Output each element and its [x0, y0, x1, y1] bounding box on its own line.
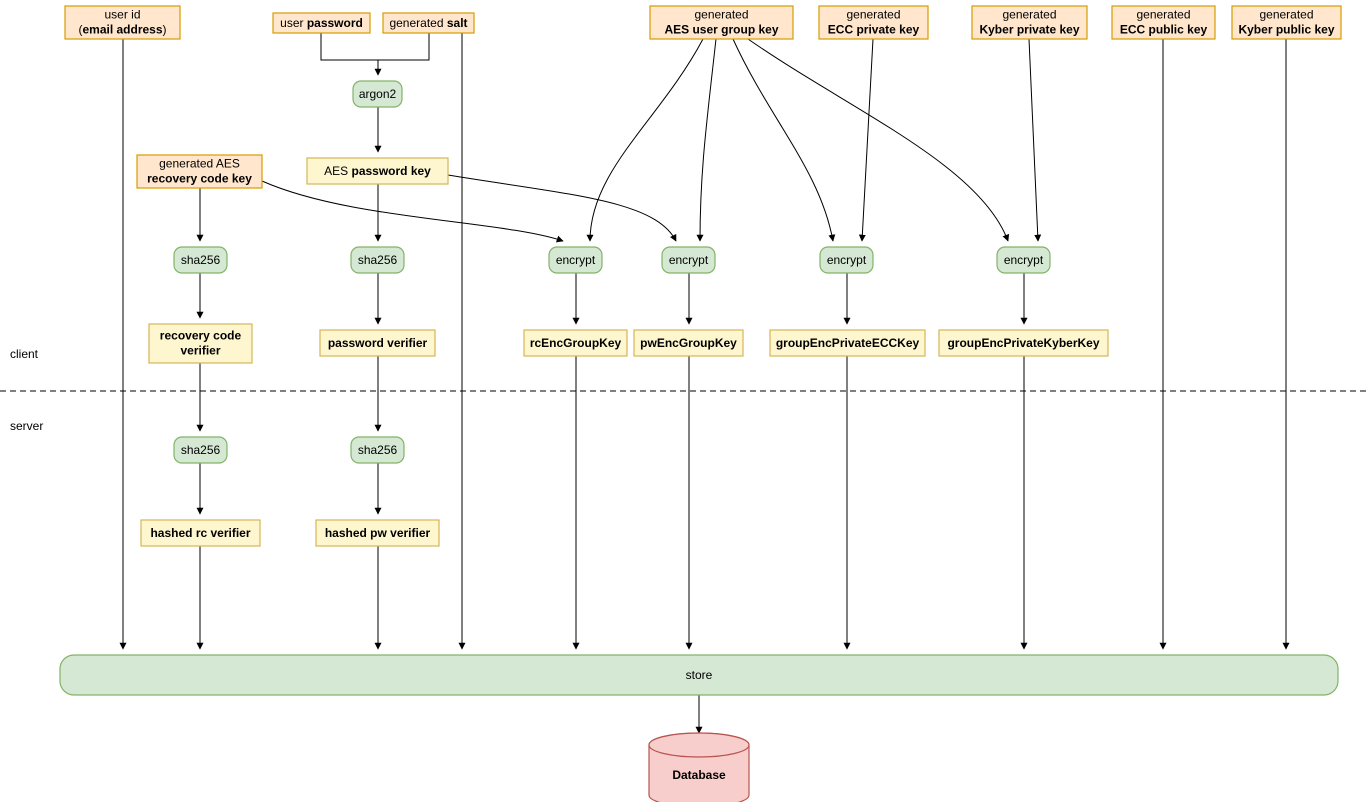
svg-text:password verifier: password verifier	[328, 336, 428, 350]
node-groupECC: groupEncPrivateECCKey	[770, 330, 925, 356]
edge-salt-argon2	[378, 33, 429, 75]
node-recovery_key: generated AESrecovery code key	[137, 155, 262, 188]
node-sha_srv_pw: sha256	[351, 437, 404, 463]
svg-text:generated: generated	[694, 8, 748, 22]
node-hashed_pw: hashed pw verifier	[316, 520, 439, 546]
svg-text:sha256: sha256	[181, 253, 221, 267]
node-sha_client_rc: sha256	[174, 247, 227, 273]
edge-user_group-encrypt2	[700, 39, 716, 241]
svg-text:hashed pw verifier: hashed pw verifier	[325, 526, 431, 540]
node-encrypt4: encrypt	[997, 247, 1050, 273]
svg-text:store: store	[686, 668, 713, 682]
svg-text:Kyber private key: Kyber private key	[979, 23, 1079, 37]
node-encrypt3: encrypt	[820, 247, 873, 273]
node-database: Database	[649, 733, 749, 802]
node-store: store	[60, 655, 1338, 695]
edge-aes_pw_key-encrypt2	[448, 175, 676, 241]
svg-text:generated: generated	[1259, 8, 1313, 22]
svg-text:encrypt: encrypt	[556, 253, 596, 267]
svg-text:recovery code: recovery code	[160, 329, 242, 343]
svg-text:AES user group key: AES user group key	[664, 23, 778, 37]
svg-text:argon2: argon2	[359, 87, 397, 101]
node-rc_verifier: recovery codeverifier	[149, 324, 252, 363]
svg-text:sha256: sha256	[358, 253, 398, 267]
edge-ecc_priv-encrypt3	[862, 39, 873, 241]
svg-text:server: server	[10, 419, 43, 433]
node-pwEncGroupKey: pwEncGroupKey	[634, 330, 743, 356]
node-kyber_pub: generatedKyber public key	[1232, 6, 1341, 39]
svg-text:user id: user id	[104, 8, 140, 22]
svg-text:generated AES: generated AES	[159, 157, 240, 171]
svg-text:encrypt: encrypt	[1004, 253, 1044, 267]
edge-kyber_priv-encrypt4	[1029, 39, 1038, 241]
svg-text:(email address): (email address)	[78, 23, 166, 37]
node-rcEncGroupKey: rcEncGroupKey	[524, 330, 627, 356]
svg-text:AES password key: AES password key	[324, 164, 431, 178]
node-hashed_rc: hashed rc verifier	[141, 520, 260, 546]
svg-text:sha256: sha256	[181, 443, 221, 457]
svg-text:ECC public key: ECC public key	[1120, 23, 1208, 37]
edge-user_group-encrypt4	[748, 39, 1008, 241]
svg-text:verifier: verifier	[180, 344, 220, 358]
node-encrypt2: encrypt	[662, 247, 715, 273]
svg-text:generated salt: generated salt	[389, 16, 467, 30]
node-sha_srv_rc: sha256	[174, 437, 227, 463]
node-encrypt1: encrypt	[549, 247, 602, 273]
svg-text:ECC private key: ECC private key	[828, 23, 920, 37]
svg-text:encrypt: encrypt	[669, 253, 709, 267]
node-kyber_priv: generatedKyber private key	[972, 6, 1087, 39]
edge-recovery_key-encrypt1	[262, 181, 563, 241]
svg-text:generated: generated	[846, 8, 900, 22]
node-user_group: generatedAES user group key	[650, 6, 793, 39]
svg-text:hashed rc verifier: hashed rc verifier	[150, 526, 250, 540]
node-pw_verifier: password verifier	[320, 330, 435, 356]
edge-user_pw-argon2	[321, 33, 378, 75]
svg-text:user password: user password	[280, 16, 363, 30]
svg-text:sha256: sha256	[358, 443, 398, 457]
svg-text:rcEncGroupKey: rcEncGroupKey	[530, 336, 622, 350]
node-sha_client_pw: sha256	[351, 247, 404, 273]
svg-text:pwEncGroupKey: pwEncGroupKey	[640, 336, 737, 350]
svg-text:generated: generated	[1136, 8, 1190, 22]
node-salt: generated salt	[383, 13, 474, 33]
node-groupKyber: groupEncPrivateKyberKey	[939, 330, 1108, 356]
svg-text:generated: generated	[1002, 8, 1056, 22]
svg-text:groupEncPrivateKyberKey: groupEncPrivateKyberKey	[947, 336, 1099, 350]
edge-user_group-encrypt1	[590, 39, 703, 241]
svg-text:Database: Database	[672, 768, 726, 782]
svg-text:Kyber public key: Kyber public key	[1238, 23, 1334, 37]
node-aes_pw_key: AES password key	[307, 158, 448, 184]
node-argon2: argon2	[353, 81, 402, 107]
node-ecc_pub: generatedECC public key	[1112, 6, 1215, 39]
svg-text:client: client	[10, 347, 39, 361]
node-user_pw: user password	[273, 13, 370, 33]
svg-text:recovery code key: recovery code key	[147, 172, 252, 186]
node-user_id: user id(email address)	[65, 6, 180, 39]
edge-user_group-encrypt3	[733, 39, 833, 241]
svg-text:encrypt: encrypt	[827, 253, 867, 267]
flow-diagram: client server user id(email address) user p…	[0, 0, 1370, 802]
node-ecc_priv: generatedECC private key	[819, 6, 928, 39]
svg-text:groupEncPrivateECCKey: groupEncPrivateECCKey	[776, 336, 920, 350]
